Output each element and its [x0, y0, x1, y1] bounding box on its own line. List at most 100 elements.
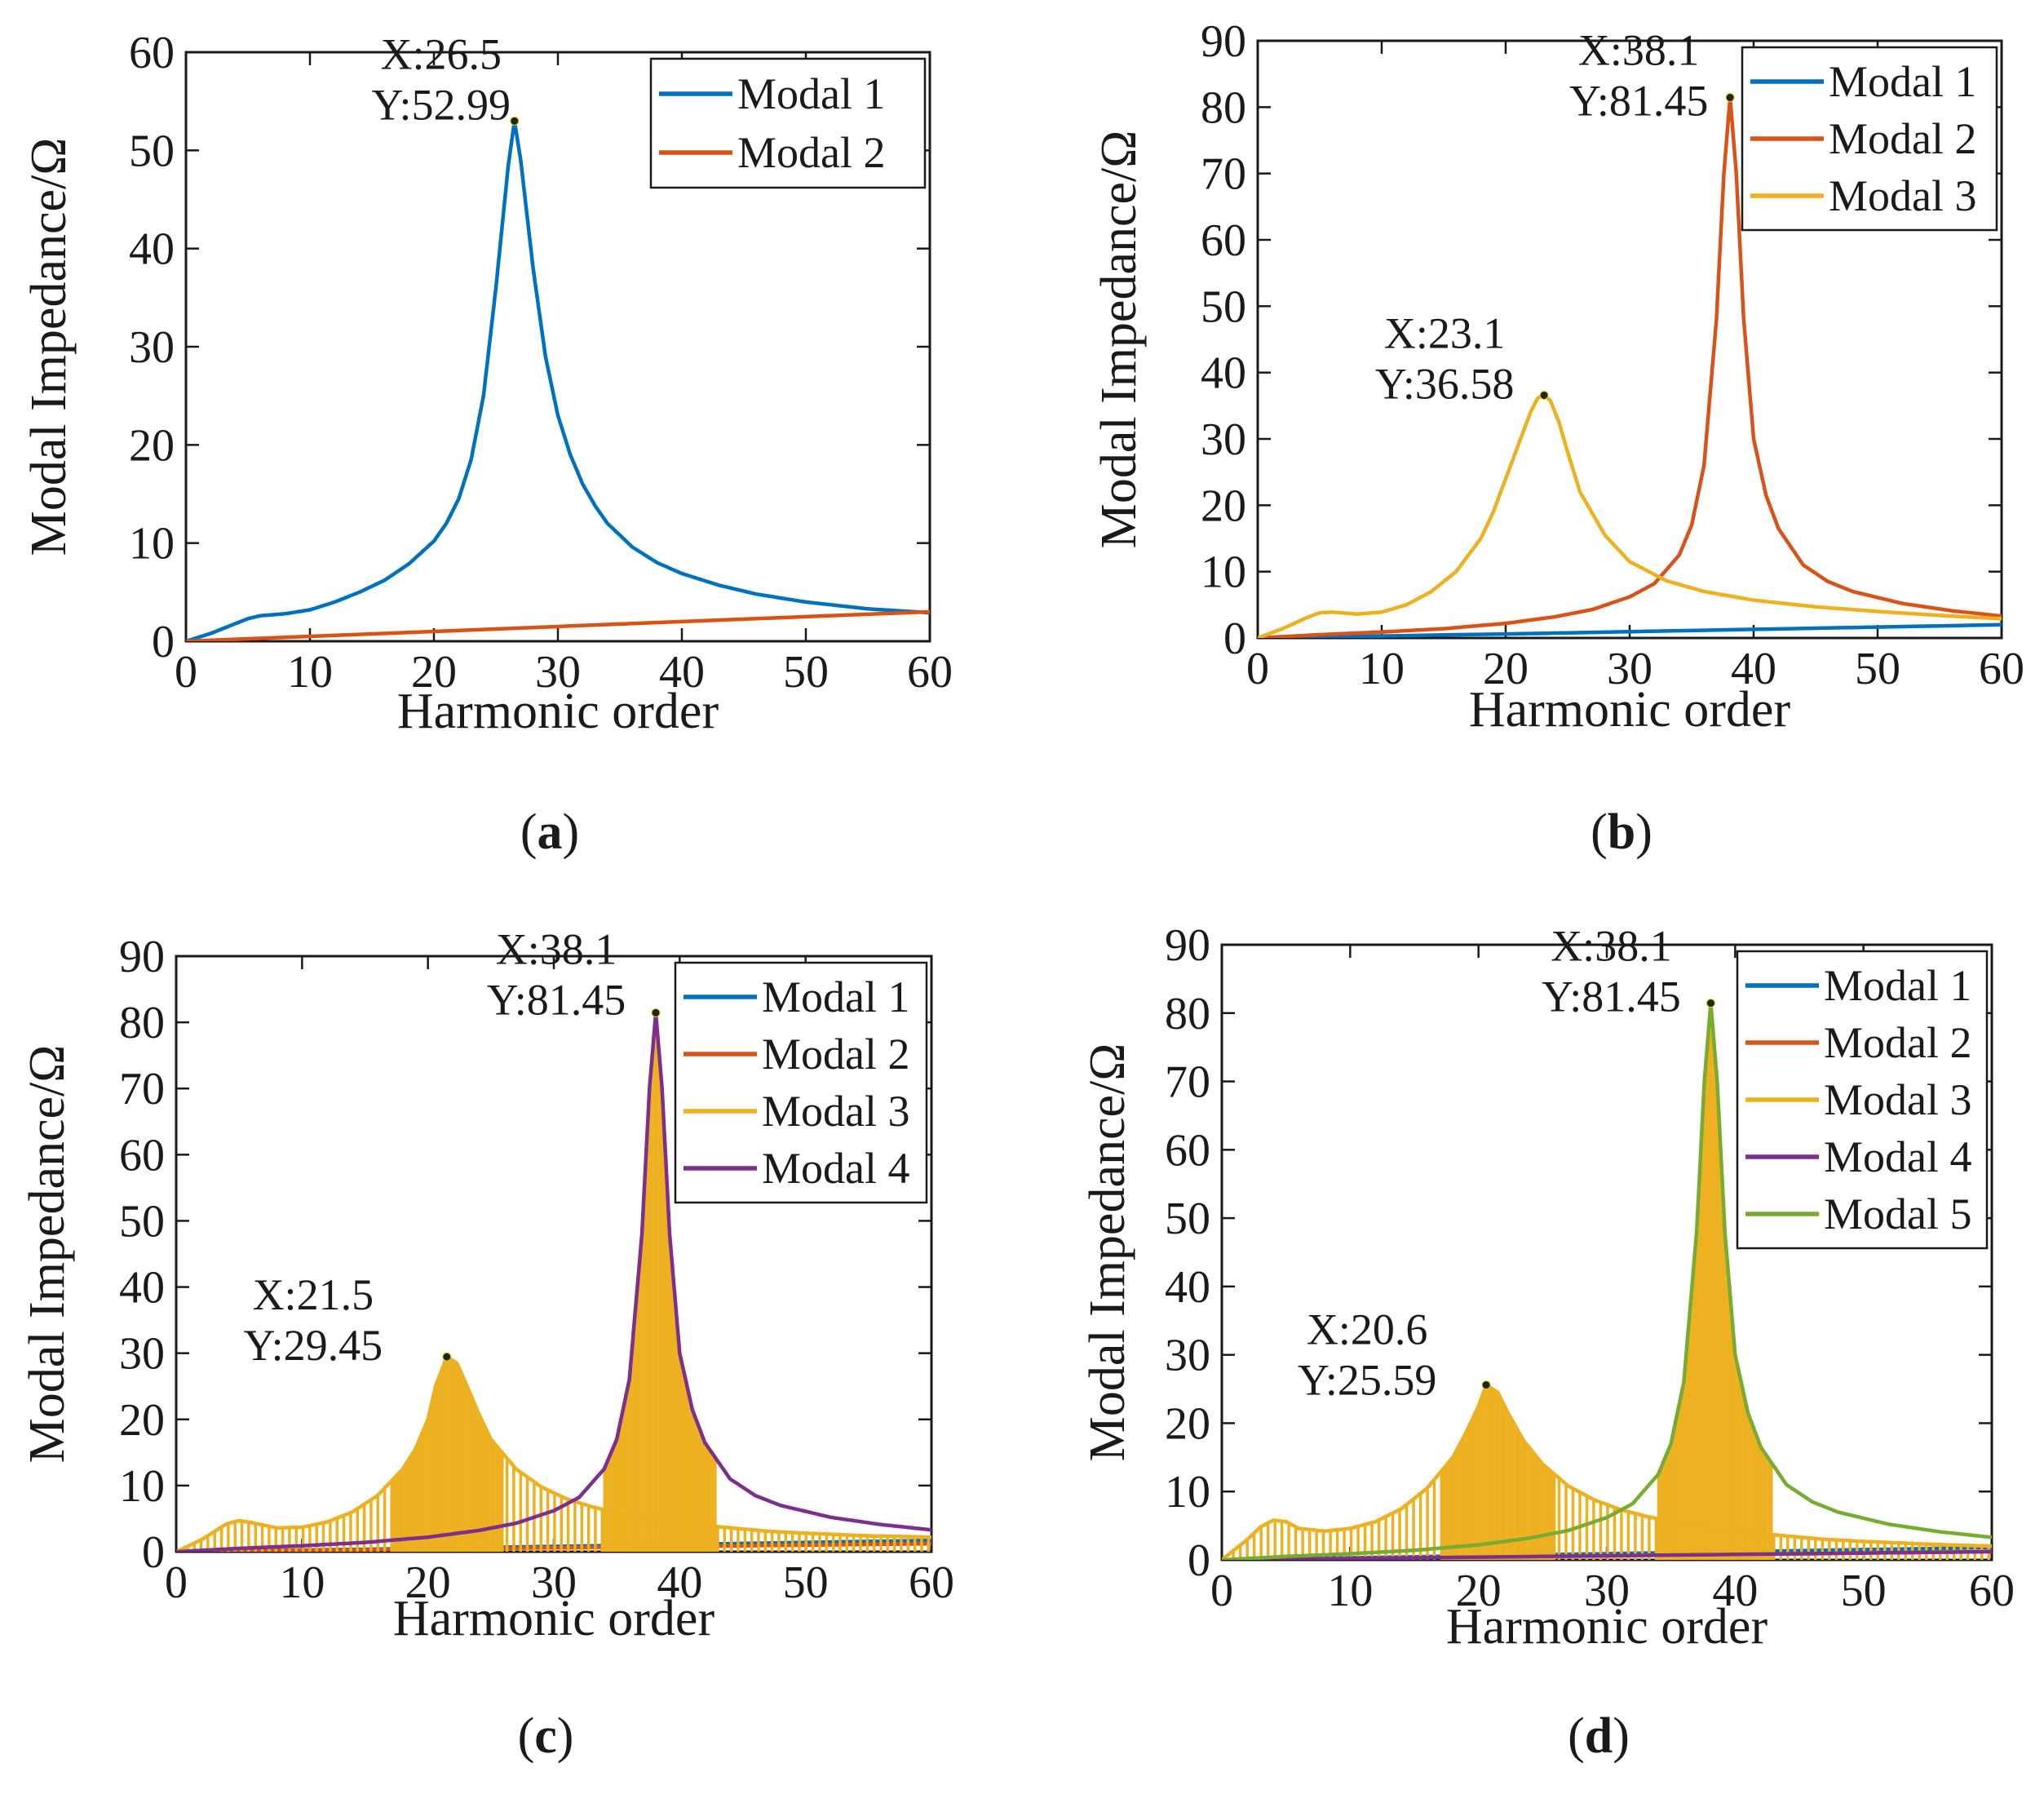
panel-caption: (a) — [520, 804, 579, 860]
series-line-modal-1 — [186, 119, 930, 641]
series-line-modal-4 — [176, 1011, 931, 1552]
legend-entry-label: Modal 4 — [1824, 1132, 1972, 1181]
datatip-marker — [510, 116, 520, 126]
series-stripes-2 — [1224, 1012, 1990, 1560]
caption-letter: c — [534, 1708, 557, 1764]
x-tick-label: 0 — [175, 647, 197, 698]
datatip-marker — [651, 1008, 661, 1017]
legend-entry-label: Modal 1 — [737, 69, 886, 118]
y-tick-label: 40 — [119, 1263, 165, 1313]
y-tick-label: 30 — [1201, 414, 1246, 465]
y-tick-label: 90 — [1201, 16, 1246, 67]
y-tick-label: 30 — [129, 322, 175, 373]
x-tick-label: 40 — [1712, 1566, 1758, 1616]
y-tick-label: 40 — [1165, 1262, 1210, 1313]
chart-panel-d: 0 10 20 30 40 50 600102030405060708090Harmonic… — [1080, 920, 2015, 1764]
y-tick-label: 50 — [1201, 281, 1246, 332]
y-tick-label: 20 — [119, 1395, 165, 1446]
panel-caption: (c) — [518, 1708, 574, 1764]
y-tick-label: 60 — [1165, 1125, 1210, 1176]
legend-entry-label: Modal 2 — [1824, 1018, 1972, 1067]
x-tick-label: 30 — [531, 1557, 577, 1608]
datatip-y-label: Y:25.59 — [1298, 1356, 1437, 1405]
y-tick-label: 20 — [1201, 481, 1246, 531]
datatip-marker — [1706, 999, 1715, 1008]
x-tick-label: 60 — [909, 1557, 954, 1608]
datatip-x-label: X:26.5 — [381, 29, 502, 78]
x-tick-label: 60 — [907, 647, 953, 698]
chart-panel-b: 0 10 20 30 40 50 600102030405060708090Harmonic… — [1091, 16, 2024, 860]
x-tick-label: 40 — [659, 647, 705, 698]
x-tick-label: 50 — [783, 647, 829, 698]
plot-area — [1222, 1001, 1992, 1560]
y-tick-label: 40 — [129, 224, 175, 275]
legend: Modal 1 Modal 2 Modal 3 Modal 4 Modal 5 — [1736, 950, 1989, 1250]
x-tick-label: 50 — [783, 1557, 829, 1608]
x-tick-label: 60 — [1979, 644, 2024, 694]
y-tick-label: 40 — [1201, 348, 1246, 399]
y-tick-label: 30 — [119, 1329, 165, 1380]
datatip-y-label: Y:81.45 — [1569, 77, 1709, 126]
x-tick-label: 10 — [287, 647, 333, 698]
caption-open: ( — [518, 1708, 535, 1764]
legend-entry-label: Modal 1 — [762, 972, 910, 1021]
plot-area — [186, 119, 930, 641]
y-tick-label: 60 — [119, 1130, 165, 1181]
datatip-y-label: Y:52.99 — [372, 80, 511, 129]
y-tick-label: 50 — [1165, 1194, 1210, 1244]
y-axis-label: Modal Impedance/Ω — [1091, 131, 1147, 549]
datatip-y-label: Y:29.45 — [244, 1321, 383, 1370]
y-tick-label: 0 — [1223, 614, 1246, 664]
caption-open: ( — [1591, 804, 1608, 860]
y-tick-label: 90 — [119, 932, 165, 982]
x-tick-label: 50 — [1855, 644, 1900, 694]
datatip-marker — [1725, 93, 1735, 103]
legend-entry-label: Modal 1 — [1829, 57, 1977, 106]
legend-entry-label: Modal 3 — [1829, 171, 1977, 220]
legend-entry-label: Modal 2 — [737, 128, 886, 177]
x-tick-label: 10 — [1359, 644, 1405, 694]
caption-close: ) — [1613, 1708, 1630, 1764]
x-axis-label: Harmonic order — [1446, 1599, 1768, 1655]
panel-caption: (b) — [1591, 804, 1652, 860]
caption-close: ) — [557, 1708, 574, 1764]
datatip-x-label: X:21.5 — [253, 1270, 374, 1319]
series-line-modal-2 — [1258, 95, 2002, 638]
y-tick-label: 20 — [1165, 1398, 1210, 1449]
legend-entry-label: Modal 2 — [1829, 114, 1977, 163]
x-tick-label: 10 — [1327, 1566, 1373, 1616]
datatip-x-label: X:38.1 — [496, 924, 617, 973]
legend: Modal 1 Modal 2 Modal 3 — [1741, 46, 1998, 232]
x-tick-label: 40 — [1731, 644, 1776, 694]
datatip-y-label: Y:81.45 — [487, 975, 626, 1024]
datatip-x-label: X:23.1 — [1384, 308, 1506, 357]
x-axis-label: Harmonic order — [393, 1591, 715, 1646]
legend: Modal 1 Modal 2 Modal 3 Modal 4 — [674, 961, 928, 1204]
x-tick-label: 0 — [1210, 1566, 1233, 1616]
y-tick-label: 80 — [119, 998, 165, 1048]
x-tick-label: 20 — [1483, 644, 1529, 694]
y-tick-label: 10 — [1165, 1467, 1210, 1517]
x-tick-label: 40 — [657, 1557, 702, 1608]
y-tick-label: 90 — [1165, 920, 1210, 971]
y-tick-label: 0 — [152, 617, 175, 667]
datatip-y-label: Y:81.45 — [1542, 972, 1681, 1021]
y-tick-label: 80 — [1201, 82, 1246, 133]
y-tick-label: 50 — [129, 126, 175, 176]
x-tick-label: 30 — [1584, 1566, 1630, 1616]
series-line-modal-3 — [176, 1354, 931, 1552]
y-tick-label: 20 — [129, 420, 175, 471]
datatip-x-label: X:38.1 — [1551, 922, 1672, 971]
series-stripes-2 — [179, 1021, 931, 1552]
series-line-modal-3 — [1258, 393, 2002, 638]
datatip-x-label: X:38.1 — [1578, 26, 1700, 75]
legend-entry-label: Modal 5 — [1824, 1189, 1972, 1238]
x-tick-label: 30 — [535, 647, 581, 698]
y-tick-label: 70 — [1165, 1057, 1210, 1108]
y-tick-label: 0 — [142, 1527, 165, 1578]
y-tick-label: 70 — [119, 1064, 165, 1114]
series-line-modal-2 — [186, 609, 930, 641]
y-axis-label: Modal Impedance/Ω — [1080, 1043, 1135, 1462]
chart-panel-a: 0 10 20 30 40 50 60 0 10 20 30 40 50 60 Harmonic order… — [21, 28, 953, 860]
